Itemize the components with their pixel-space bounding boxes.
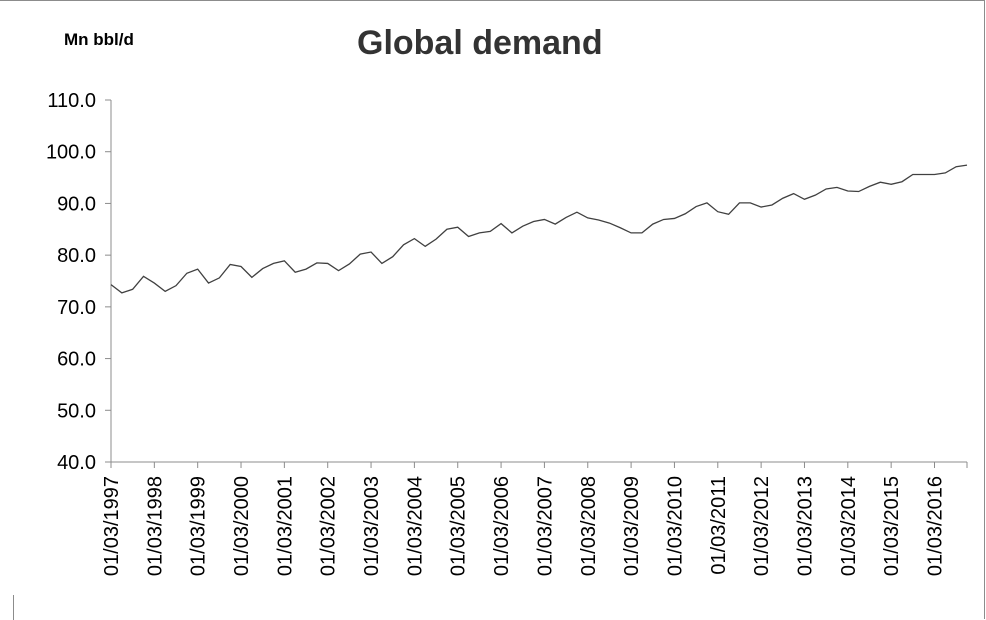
plot-area <box>110 164 968 294</box>
x-tick-label: 01/03/2015 <box>881 476 903 576</box>
x-tick-label: 01/03/1998 <box>144 476 166 576</box>
x-tick-label: 01/03/2016 <box>924 476 946 576</box>
x-tick-label: 01/03/2014 <box>838 476 860 576</box>
x-tick-label: 01/03/2005 <box>448 476 470 576</box>
x-tick-label: 01/03/2001 <box>274 476 296 576</box>
x-tick-label: 01/03/2009 <box>621 476 643 576</box>
y-axis-unit-label: Mn bbl/d <box>64 30 134 49</box>
x-axis-ticks: 01/03/1997 01/03/1998 01/03/1999 01/03/2000… <box>101 462 968 576</box>
y-tick-label: 90.0 <box>57 193 96 215</box>
frame-left-edge <box>13 595 14 620</box>
x-tick-label: 01/03/2007 <box>534 476 556 576</box>
y-tick-label: 60.0 <box>57 349 96 371</box>
x-tick-label: 01/03/1999 <box>188 476 210 576</box>
chart-title: Global demand <box>357 24 603 62</box>
y-tick-label: 80.0 <box>57 245 96 267</box>
y-tick-label: 50.0 <box>57 400 96 422</box>
series-line <box>110 164 968 294</box>
x-tick-label: 01/03/2012 <box>751 476 773 576</box>
axes <box>110 100 967 463</box>
x-tick-label: 01/03/1997 <box>101 476 123 576</box>
x-tick-label: 01/03/2003 <box>361 476 383 576</box>
x-tick-label: 01/03/2013 <box>794 476 816 576</box>
x-tick-label: 01/03/2008 <box>578 476 600 576</box>
x-tick-label: 01/03/2000 <box>231 476 253 576</box>
y-axis-ticks: 40.0 50.0 60.0 70.0 80.0 90.0 100.0 110.0 <box>46 90 111 474</box>
y-tick-label: 100.0 <box>46 142 96 164</box>
y-tick-label: 110.0 <box>47 90 96 112</box>
x-tick-label: 01/03/2006 <box>491 476 513 576</box>
y-tick-label: 70.0 <box>57 297 96 319</box>
x-tick-label: 01/03/2011 <box>708 476 730 575</box>
y-tick-label: 40.0 <box>57 452 96 474</box>
x-tick-label: 01/03/2002 <box>318 476 340 576</box>
x-tick-label: 01/03/2004 <box>404 476 426 576</box>
x-tick-label: 01/03/2010 <box>664 476 686 576</box>
